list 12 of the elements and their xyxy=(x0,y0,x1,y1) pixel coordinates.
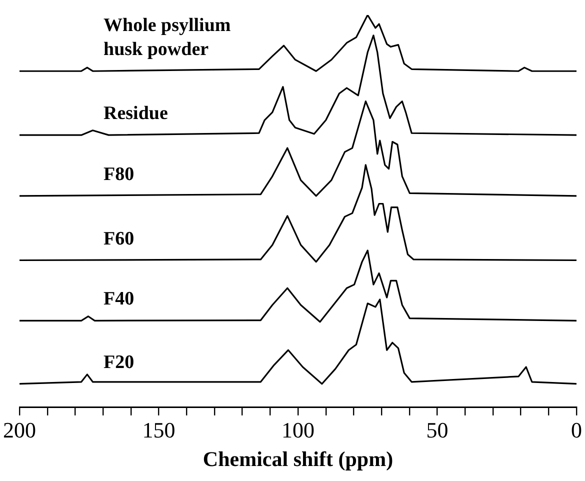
x-tick-label: 50 xyxy=(426,417,448,442)
x-tick-label: 0 xyxy=(571,417,582,442)
series-label: Whole psyllium husk powder xyxy=(104,15,231,60)
x-tick-label: 100 xyxy=(282,417,314,442)
x-axis-title: Chemical shift (ppm) xyxy=(202,446,394,471)
series-label: Residue xyxy=(104,103,168,124)
x-tick-label: 150 xyxy=(142,417,176,442)
series-label: F20 xyxy=(104,352,134,373)
series-label: F80 xyxy=(104,164,134,185)
x-tick-label: 200 xyxy=(3,417,36,442)
series-label: F40 xyxy=(104,288,134,310)
series-label: F60 xyxy=(104,228,134,250)
